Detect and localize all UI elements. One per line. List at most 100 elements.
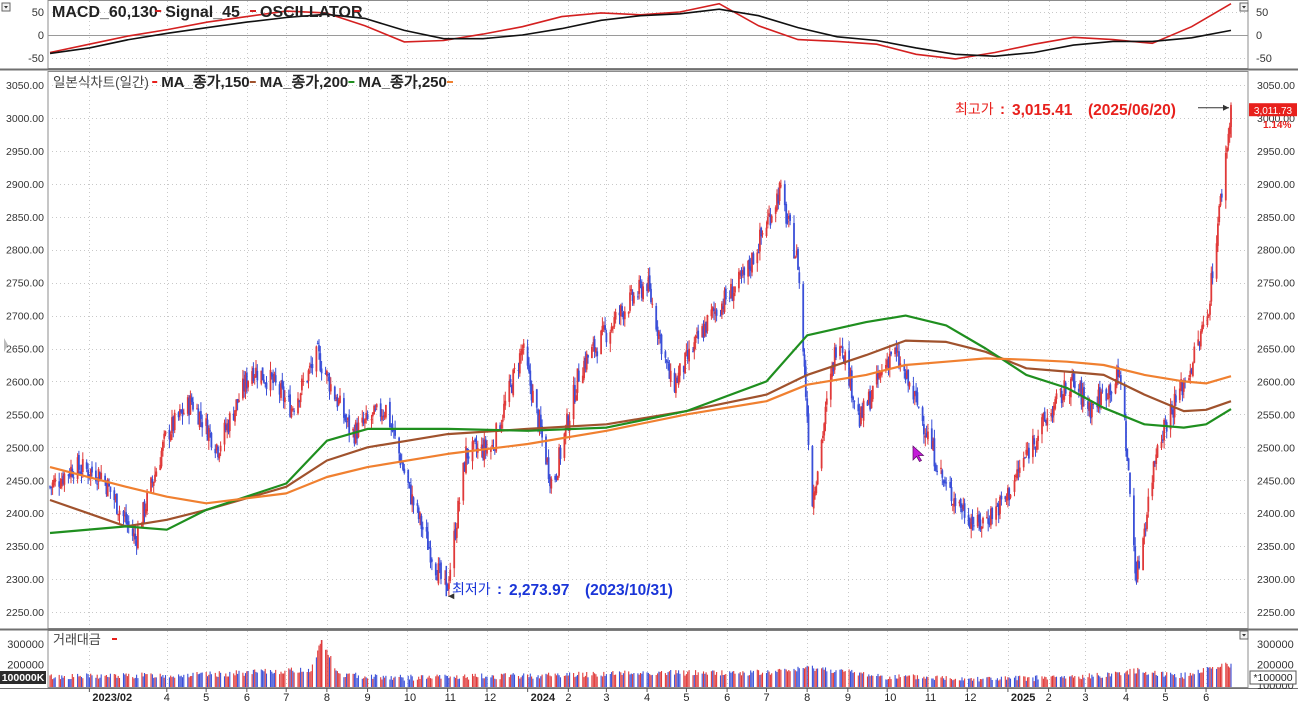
candle-body xyxy=(971,516,974,525)
candle-body xyxy=(282,386,285,401)
volume-gridlines xyxy=(89,631,1207,687)
candle-body xyxy=(273,373,276,381)
candle-body xyxy=(676,377,679,383)
candle-body xyxy=(558,447,560,476)
macd-tick-label-left: -50 xyxy=(28,53,44,65)
candle-body xyxy=(596,351,599,357)
candle-body xyxy=(495,423,498,452)
candle-body xyxy=(272,374,274,384)
candle-body xyxy=(499,425,501,431)
candle-body xyxy=(114,496,117,500)
candle-body xyxy=(417,507,420,520)
candle-body xyxy=(685,350,688,353)
price-tick-label-right: 2600.00 xyxy=(1257,376,1295,388)
candle-body xyxy=(942,480,945,483)
candle-body xyxy=(815,485,818,494)
candle-body xyxy=(425,527,428,532)
candle-body xyxy=(113,490,116,501)
candle-body xyxy=(591,346,593,359)
candle-body xyxy=(327,374,330,376)
high-annotation: 최고가:3,015.41 (2025/06/20) xyxy=(955,101,1176,119)
candle-body xyxy=(508,380,511,402)
panel-menu-icon[interactable] xyxy=(1239,630,1249,640)
candle-body xyxy=(253,376,256,378)
candle-body xyxy=(647,277,650,292)
candle-body xyxy=(761,233,764,235)
candle-body xyxy=(291,408,294,411)
volume-title: 거래대금 xyxy=(53,632,101,647)
candle-body xyxy=(234,410,236,422)
candle-body xyxy=(1217,223,1219,246)
candle-body xyxy=(621,306,623,312)
candle-body xyxy=(1106,398,1109,400)
price-tick-label-right: 2800.00 xyxy=(1257,245,1295,257)
candle-body xyxy=(867,391,870,404)
candle-body xyxy=(925,433,928,438)
candle-body xyxy=(711,307,714,312)
candle-body xyxy=(996,505,999,507)
candle-body xyxy=(390,425,393,427)
candle-body xyxy=(545,436,547,465)
candle-body xyxy=(886,359,889,368)
price-tick-label-right: 2950.00 xyxy=(1257,146,1295,158)
candle-body xyxy=(328,376,331,392)
candle-body xyxy=(1138,561,1140,569)
price-tick-label-right: 2700.00 xyxy=(1257,311,1295,323)
candle-body xyxy=(173,412,176,431)
candle-body xyxy=(913,391,916,397)
candle-body xyxy=(898,351,900,368)
candle-body xyxy=(601,325,604,332)
candle-body xyxy=(1211,271,1214,279)
candle-body xyxy=(803,354,806,367)
candle-body xyxy=(1209,303,1211,315)
collapse-panel-icon[interactable] xyxy=(1,2,11,12)
candle-body xyxy=(692,350,694,352)
price-tick-label-left: 2950.00 xyxy=(6,146,44,158)
candle-body xyxy=(1156,445,1159,458)
panel-controls[interactable] xyxy=(1,2,1249,640)
candle-body xyxy=(584,358,587,369)
candle-body xyxy=(100,472,103,479)
candle-body xyxy=(852,396,854,400)
expand-left-icon[interactable] xyxy=(4,338,8,352)
candle-body xyxy=(795,250,798,256)
price-tick-label-left: 2600.00 xyxy=(6,376,44,388)
x-tick-label: 2 xyxy=(1046,692,1052,704)
candle-body xyxy=(205,418,208,426)
candle-body xyxy=(287,395,290,397)
candle-body xyxy=(770,215,773,223)
candle-body xyxy=(967,514,970,525)
candle-body xyxy=(493,449,496,451)
candle-body xyxy=(604,325,606,330)
candle-body xyxy=(997,503,1000,516)
candle-body xyxy=(1182,382,1185,392)
candle-body xyxy=(1092,403,1095,406)
candle-body xyxy=(177,412,180,418)
candle-body xyxy=(550,478,553,489)
candle-body xyxy=(612,326,614,329)
candle-body xyxy=(51,482,54,488)
candle-body xyxy=(833,347,836,370)
candle-body xyxy=(697,330,700,339)
candle-body xyxy=(537,409,539,430)
candle-body xyxy=(710,309,713,317)
candle-body xyxy=(1215,243,1218,279)
candle-body xyxy=(862,400,865,421)
candle-body xyxy=(116,493,118,515)
candle-body xyxy=(223,422,226,445)
price-tick-label-right: 2400.00 xyxy=(1257,508,1295,520)
candle-body xyxy=(738,271,740,289)
macd-series-signal-line xyxy=(49,8,1232,58)
candle-body xyxy=(1083,387,1085,399)
chevron-down-icon xyxy=(1242,634,1246,637)
panel-menu-icon[interactable] xyxy=(1239,2,1249,12)
candle-body xyxy=(857,404,860,412)
candle-body xyxy=(1190,369,1193,373)
candle-body xyxy=(420,515,423,529)
candle-body xyxy=(244,374,247,392)
candle-body xyxy=(182,412,185,414)
candle-body xyxy=(581,375,584,384)
macd-legend-label: OSCILLATOR xyxy=(260,4,363,21)
price-y-axis-left: 3050.00 3000.00 2950.00 2900.00 2850.00 2800.… xyxy=(6,80,44,619)
